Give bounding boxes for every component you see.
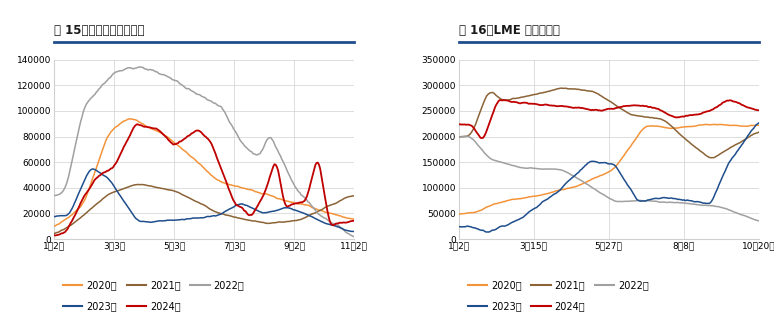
Legend: 2023年, 2024年: 2023年, 2024年	[464, 298, 589, 315]
Text: 图 15：上期所锌库存仓单: 图 15：上期所锌库存仓单	[54, 24, 145, 37]
Legend: 2023年, 2024年: 2023年, 2024年	[59, 298, 184, 315]
Text: 图 16：LME 锌库存仓单: 图 16：LME 锌库存仓单	[459, 24, 560, 37]
